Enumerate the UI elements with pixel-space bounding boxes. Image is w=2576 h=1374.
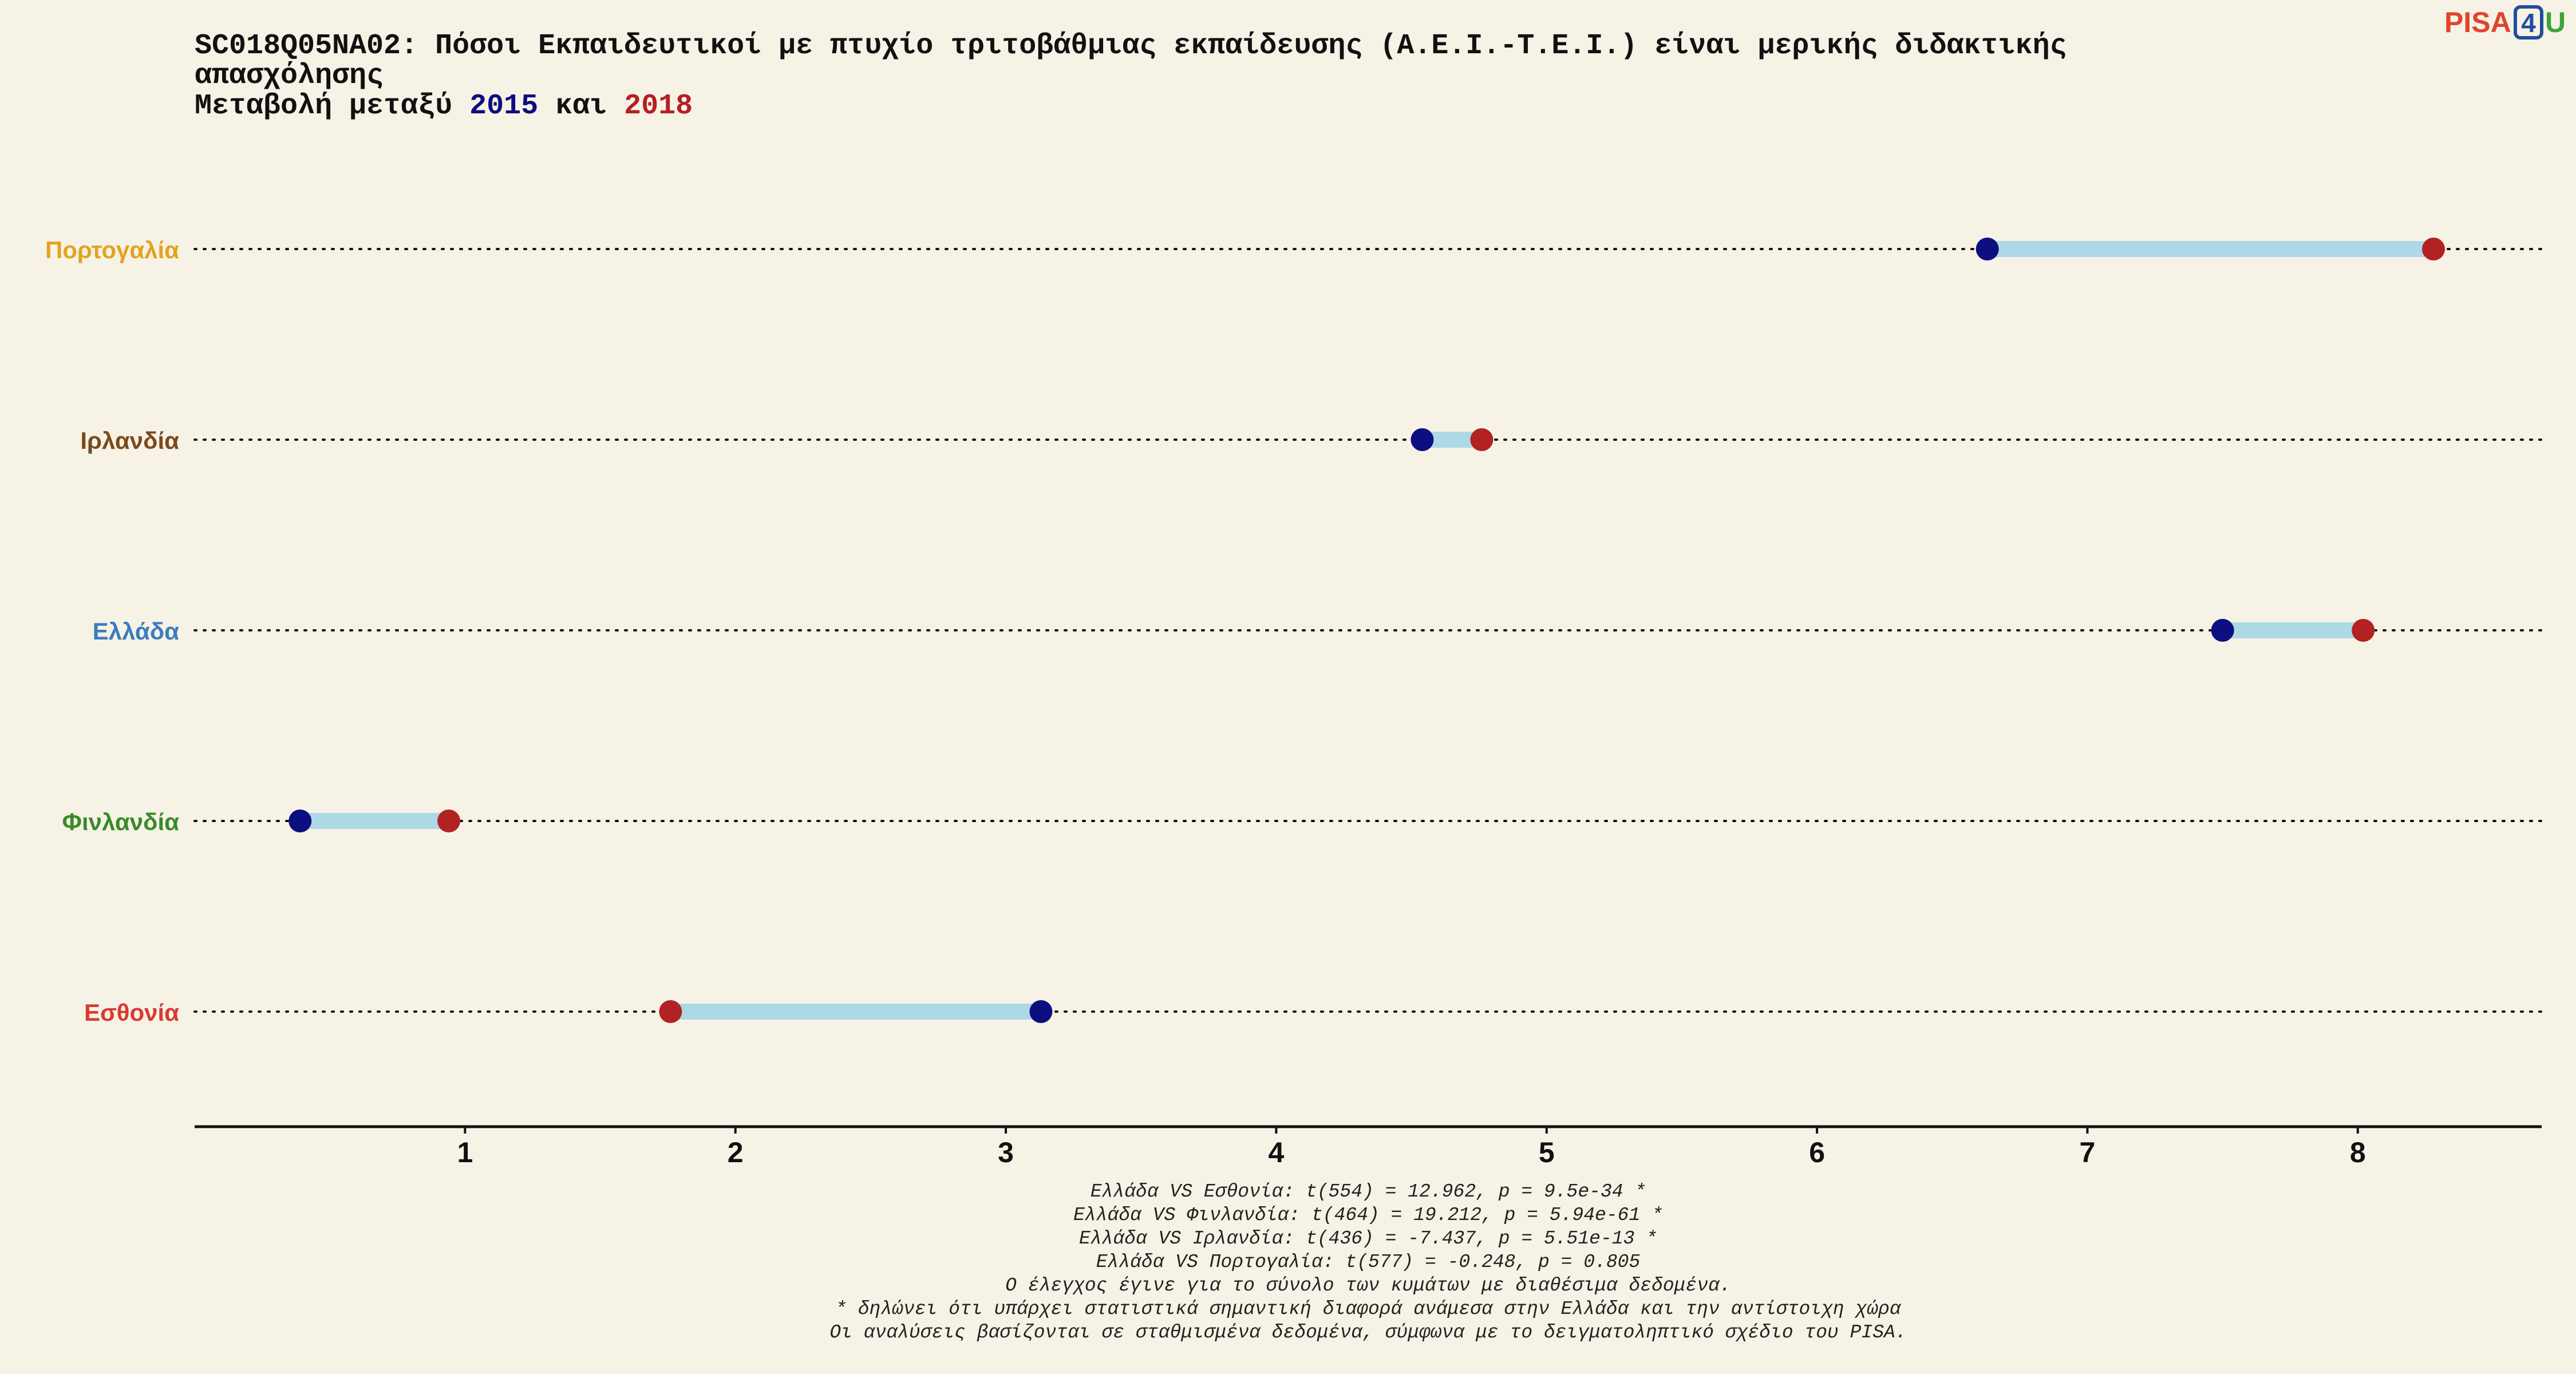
x-tick-label-4: 4 bbox=[1268, 1136, 1284, 1168]
x-tick-label-2: 2 bbox=[728, 1136, 744, 1168]
point-2015-εσθονία bbox=[1029, 1000, 1053, 1023]
footnotes: Ελλάδα VS Εσθονία: t(554) = 12.962, p = … bbox=[829, 1181, 1906, 1343]
logo-pisa-text: PISA bbox=[2444, 6, 2511, 38]
point-2018-πορτογαλία bbox=[2422, 238, 2445, 260]
category-label-ελλάδα: Ελλάδα bbox=[93, 618, 180, 645]
footnote-line-7: Οι αναλύσεις βασίζονται σε σταθμισμένα δ… bbox=[829, 1322, 1906, 1343]
chart-title-line-1: SC018Q05NA02: Πόσοι Εκπαιδευτικοί με πτυ… bbox=[195, 30, 2067, 62]
x-tick-label-3: 3 bbox=[998, 1136, 1014, 1168]
point-2015-φινλανδία bbox=[289, 810, 312, 832]
x-tick-label-7: 7 bbox=[2080, 1136, 2096, 1168]
category-label-πορτογαλία: Πορτογαλία bbox=[45, 236, 179, 263]
footnote-line-6: * δηλώνει ότι υπάρχει στατιστικά σημαντι… bbox=[835, 1298, 1902, 1320]
footnote-line-3: Ελλάδα VS Ιρλανδία: t(436) = -7.437, p =… bbox=[1079, 1228, 1657, 1249]
footnote-line-4: Ελλάδα VS Πορτογαλία: t(577) = -0.248, p… bbox=[1096, 1251, 1641, 1273]
x-tick-label-1: 1 bbox=[457, 1136, 473, 1168]
category-label-ιρλανδία: Ιρλανδία bbox=[80, 427, 179, 454]
point-2018-φινλανδία bbox=[437, 810, 461, 832]
x-tick-label-6: 6 bbox=[1809, 1136, 1825, 1168]
x-tick-label-8: 8 bbox=[2350, 1136, 2366, 1168]
chart-subtitle: Μεταβολή μεταξύ 2015 και 2018 bbox=[195, 90, 693, 123]
footnote-line-5: Ο έλεγχος έγινε για το σύνολο των κυμάτω… bbox=[1005, 1275, 1730, 1296]
category-label-εσθονία: Εσθονία bbox=[84, 999, 179, 1026]
footnote-line-1: Ελλάδα VS Εσθονία: t(554) = 12.962, p = … bbox=[1091, 1181, 1646, 1202]
subtitle-middle: και bbox=[538, 90, 624, 123]
category-label-φινλανδία: Φινλανδία bbox=[62, 808, 180, 835]
point-2018-ελλάδα bbox=[2352, 619, 2375, 642]
subtitle-prefix: Μεταβολή μεταξύ bbox=[195, 90, 469, 123]
logo-u-text: U bbox=[2545, 6, 2566, 38]
logo-four-text: 4 bbox=[2521, 8, 2536, 38]
footnote-line-2: Ελλάδα VS Φινλανδία: t(464) = 19.212, p … bbox=[1073, 1205, 1663, 1226]
subtitle-year-2015: 2015 bbox=[469, 90, 538, 123]
point-2015-πορτογαλία bbox=[1976, 238, 1999, 260]
plot-area: Πορτογαλία Ιρλανδία Ελλάδα Φινλανδία Εσθονία… bbox=[45, 236, 2543, 1168]
logo-four-box bbox=[2514, 5, 2543, 40]
point-2018-εσθονία bbox=[659, 1000, 682, 1023]
point-2015-ιρλανδία bbox=[1411, 428, 1434, 451]
subtitle-year-2018: 2018 bbox=[624, 90, 693, 123]
chart-title-line-2: απασχόλησης bbox=[195, 60, 384, 92]
pisa4u-logo: PISA 4 U bbox=[2444, 5, 2566, 40]
point-2015-ελλάδα bbox=[2211, 619, 2234, 642]
point-2018-ιρλανδία bbox=[1470, 428, 1494, 451]
x-tick-label-5: 5 bbox=[1539, 1136, 1555, 1168]
